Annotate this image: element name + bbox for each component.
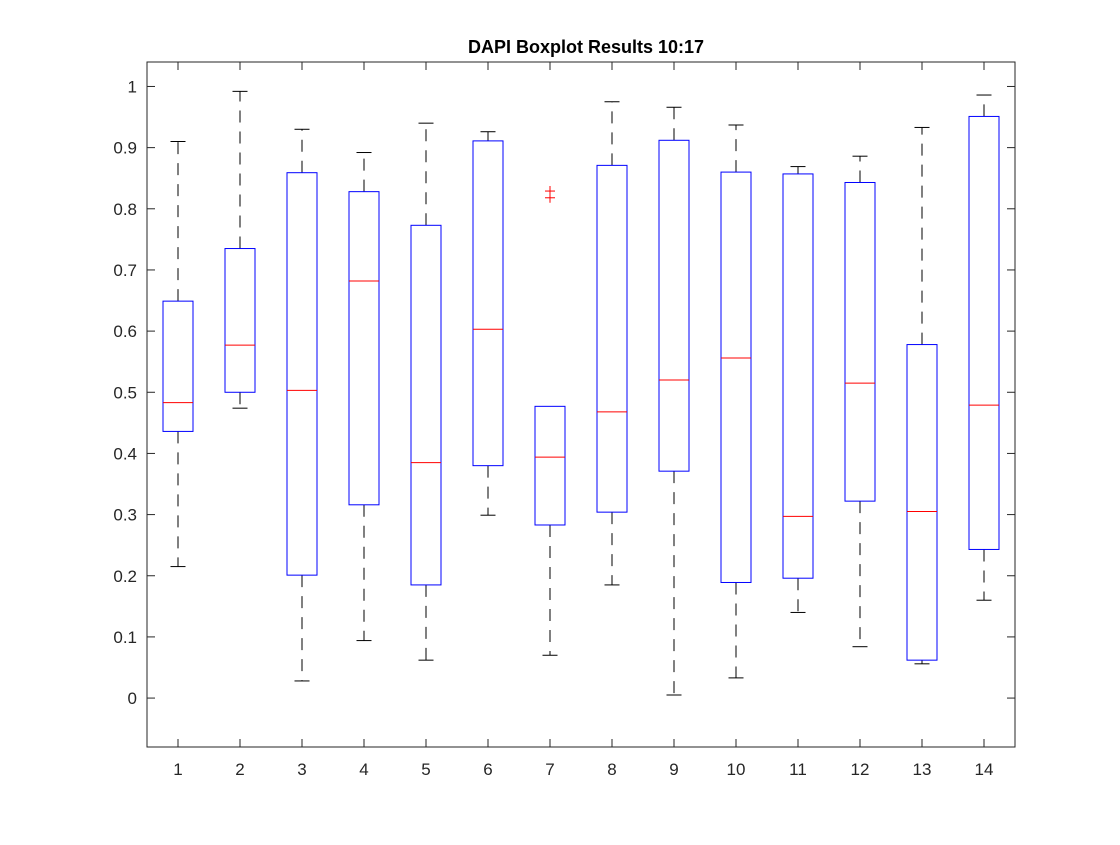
- x-tick-label: 8: [607, 760, 616, 779]
- iqr-box: [472, 140, 504, 467]
- iqr-box: [348, 191, 380, 506]
- iqr-box: [782, 173, 814, 579]
- axes-layer: 00.10.20.30.40.50.60.70.80.911 2 3 4 5 6 7 8 9 10…: [113, 61, 1016, 779]
- x-tick-label: 2: [235, 760, 244, 779]
- x-tick-label: 10: [727, 760, 746, 779]
- y-tick-label: 0.5: [113, 383, 137, 402]
- plot-layer: [162, 90, 1000, 696]
- x-tick-label: 5: [421, 760, 430, 779]
- y-tick-label: 0.3: [113, 506, 137, 525]
- y-tick-label: 0.9: [113, 139, 137, 158]
- box-group-13: [906, 126, 938, 665]
- iqr-box: [286, 172, 318, 576]
- outlier-marker: [545, 186, 555, 197]
- x-tick-label: 14: [975, 760, 994, 779]
- x-tick-label: 4: [359, 760, 368, 779]
- y-tick-label: 0.4: [113, 444, 137, 463]
- x-tick-label: 3: [297, 760, 306, 779]
- iqr-box: [906, 344, 938, 661]
- box-group-10: [720, 124, 752, 679]
- y-tick-label: 0: [128, 689, 137, 708]
- box-group-8: [596, 101, 628, 586]
- iqr-box: [224, 248, 256, 393]
- box-group-5: [410, 122, 442, 661]
- x-tick-label: 7: [545, 760, 554, 779]
- y-tick-label: 0.8: [113, 200, 137, 219]
- x-tick-label: 6: [483, 760, 492, 779]
- y-tick-label: 0.6: [113, 322, 137, 341]
- iqr-box: [162, 300, 194, 432]
- iqr-box: [844, 181, 876, 502]
- iqr-box: [534, 405, 566, 526]
- box-group-14: [968, 94, 1000, 601]
- box-group-1: [162, 141, 194, 568]
- plot-area-frame: [146, 61, 1016, 748]
- iqr-box: [596, 164, 628, 513]
- box-group-6: [472, 131, 504, 516]
- iqr-box: [658, 139, 690, 472]
- chart-title: DAPI Boxplot Results 10:17: [468, 37, 704, 57]
- x-tick-label: 12: [851, 760, 870, 779]
- x-tick-label: 11: [789, 760, 807, 779]
- box-group-7: [534, 186, 566, 656]
- box-group-12: [844, 155, 876, 648]
- x-tick-label: 13: [913, 760, 932, 779]
- y-tick-label: 1: [128, 77, 137, 96]
- y-tick-label: 0.7: [113, 261, 137, 280]
- y-tick-label: 0.1: [113, 628, 137, 647]
- box-group-11: [782, 166, 814, 613]
- x-tick-label: 1: [173, 760, 182, 779]
- iqr-box: [720, 171, 752, 583]
- box-group-4: [348, 152, 380, 642]
- box-group-9: [658, 106, 690, 696]
- box-group-3: [286, 128, 318, 682]
- iqr-box: [968, 115, 1000, 550]
- y-tick-label: 0.2: [113, 567, 137, 586]
- box-group-2: [224, 90, 256, 409]
- x-tick-label: 9: [669, 760, 678, 779]
- iqr-box: [410, 224, 442, 586]
